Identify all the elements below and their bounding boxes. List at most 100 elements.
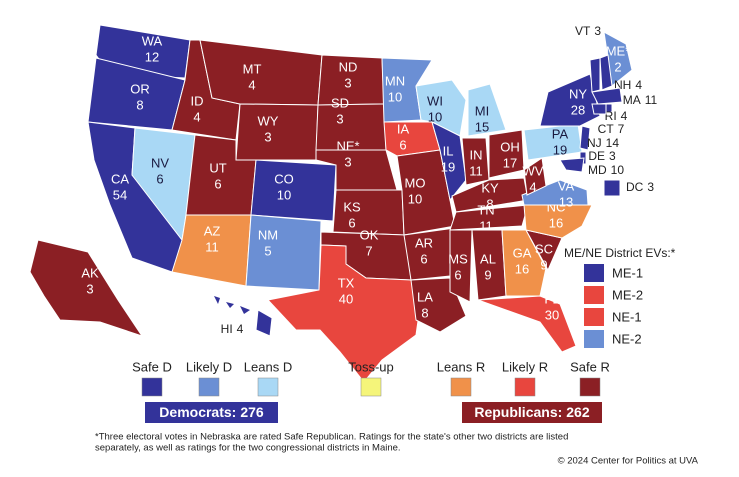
state-label: RI 4 bbox=[605, 109, 628, 123]
state-abbr: ME* bbox=[606, 43, 631, 58]
district-name: ME-1 bbox=[612, 265, 643, 280]
state-ev: 40 bbox=[339, 291, 353, 306]
legend-label: Likely R bbox=[502, 359, 548, 374]
state-abbr: DE bbox=[588, 149, 605, 163]
island bbox=[226, 302, 234, 308]
total-ev: 262 bbox=[566, 404, 590, 420]
state-label: VT 3 bbox=[575, 24, 601, 38]
state-ev: 7 bbox=[618, 122, 625, 136]
state-abbr: WY bbox=[258, 113, 279, 128]
state-abbr: AK bbox=[81, 265, 99, 280]
state-abbr: TX bbox=[338, 275, 355, 290]
legend-swatch bbox=[141, 377, 163, 397]
state-abbr: CA bbox=[111, 171, 129, 186]
state-ev: 13 bbox=[559, 194, 573, 209]
state-ev: 7 bbox=[365, 243, 372, 258]
state-abbr: MS bbox=[448, 251, 468, 266]
state-ev: 4 bbox=[529, 179, 536, 194]
copyright: © 2024 Center for Politics at UVA bbox=[558, 456, 699, 467]
state-abbr: OH bbox=[500, 139, 520, 154]
state-abbr: ND bbox=[339, 59, 358, 74]
state-shape bbox=[591, 87, 623, 105]
state-abbr: WA bbox=[142, 33, 163, 48]
state-abbr: FL bbox=[544, 291, 559, 306]
state-shape bbox=[245, 214, 322, 291]
state-ev: 3 bbox=[344, 75, 351, 90]
footnote: separately, as well as ratings for the t… bbox=[95, 443, 401, 454]
state-ev: 16 bbox=[549, 215, 563, 230]
state-shape bbox=[559, 157, 585, 173]
state-abbr: HI bbox=[221, 322, 233, 336]
state-abbr: MN bbox=[385, 73, 405, 88]
state-abbr: KY bbox=[481, 180, 499, 195]
state-ev: 4 bbox=[237, 322, 244, 336]
state-abbr: IL bbox=[443, 143, 454, 158]
state-abbr: DC bbox=[626, 180, 644, 194]
state-abbr: SD bbox=[331, 95, 349, 110]
state-shape bbox=[501, 229, 547, 297]
state-shape bbox=[539, 73, 601, 127]
state-abbr: NY bbox=[569, 86, 587, 101]
state-ev: 2 bbox=[614, 59, 621, 74]
state-ev: 3 bbox=[594, 24, 601, 38]
legend-swatch bbox=[450, 377, 472, 397]
state-label: NJ 14 bbox=[587, 136, 619, 150]
state-shape bbox=[250, 159, 337, 222]
state-label: CT 7 bbox=[598, 122, 625, 136]
total-box bbox=[462, 402, 602, 423]
state-shape bbox=[267, 244, 422, 383]
legend-label: Toss-up bbox=[348, 359, 394, 374]
state-label: DE 3 bbox=[588, 149, 616, 163]
state-ev: 4 bbox=[248, 77, 255, 92]
state-label: MD 10 bbox=[588, 163, 624, 177]
state-abbr: CO bbox=[274, 171, 294, 186]
island bbox=[240, 306, 250, 314]
state-ev: 3 bbox=[344, 154, 351, 169]
legend-swatch bbox=[360, 377, 382, 397]
state-label: HI 4 bbox=[221, 322, 244, 336]
state-shape bbox=[599, 54, 613, 91]
state-abbr: TN bbox=[477, 202, 494, 217]
state-ev: 4 bbox=[621, 109, 628, 123]
state-shape bbox=[235, 103, 319, 161]
state-ev: 54 bbox=[113, 187, 127, 202]
district-name: NE-1 bbox=[612, 309, 642, 324]
state-ev: 10 bbox=[611, 163, 625, 177]
legend-label: Safe R bbox=[570, 359, 610, 374]
state-ev: 10 bbox=[388, 89, 402, 104]
district-name: NE-2 bbox=[612, 331, 642, 346]
state-shape bbox=[29, 239, 144, 337]
state-ev: 19 bbox=[441, 159, 455, 174]
state-ev: 6 bbox=[454, 267, 461, 282]
state-ev: 4 bbox=[193, 109, 200, 124]
state-ev: 17 bbox=[503, 155, 517, 170]
state-abbr: MD bbox=[588, 163, 607, 177]
district-swatch bbox=[584, 286, 604, 304]
state-shape bbox=[255, 309, 273, 337]
legend-swatch bbox=[514, 377, 536, 397]
total-text: Democrats: 276 bbox=[159, 404, 264, 420]
state-abbr: NJ bbox=[587, 136, 602, 150]
state-ev: 3 bbox=[264, 129, 271, 144]
district-swatch bbox=[584, 264, 604, 282]
state-ev: 5 bbox=[264, 243, 271, 258]
state-ev: 9 bbox=[484, 267, 491, 282]
state-ev: 28 bbox=[571, 102, 585, 117]
state-shape bbox=[591, 103, 607, 115]
state-ev: 3 bbox=[647, 180, 654, 194]
state-ev: 8 bbox=[136, 97, 143, 112]
state-label: DC 3 bbox=[626, 180, 654, 194]
state-abbr: AR bbox=[415, 235, 433, 250]
total-text: Republicans: 262 bbox=[474, 404, 589, 420]
state-abbr: KS bbox=[343, 199, 361, 214]
state-abbr: NM bbox=[258, 227, 278, 242]
state-ev: 6 bbox=[156, 171, 163, 186]
state-abbr: AZ bbox=[204, 223, 221, 238]
district-swatch bbox=[584, 330, 604, 348]
state-abbr: WI bbox=[427, 93, 443, 108]
state-abbr: OR bbox=[130, 81, 150, 96]
total-box bbox=[145, 402, 278, 423]
state-shape bbox=[579, 125, 591, 151]
